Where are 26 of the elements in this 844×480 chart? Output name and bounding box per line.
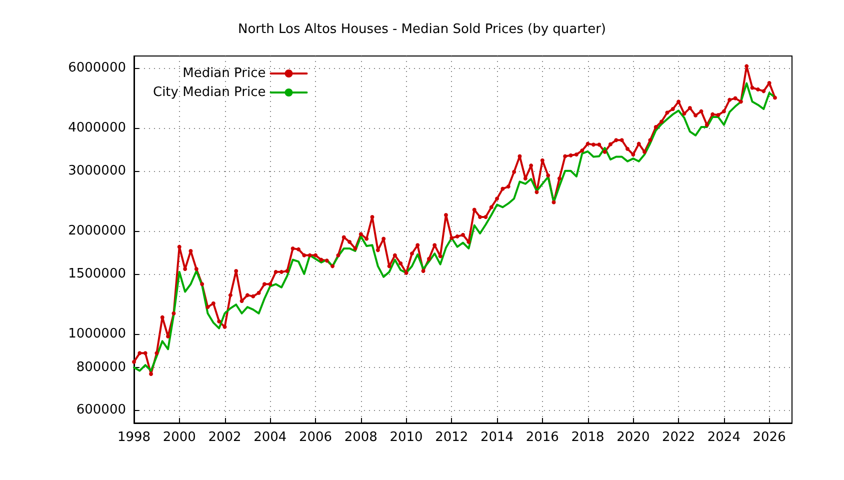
x-tick-label: 2022	[662, 430, 696, 445]
x-tick-label: 2026	[752, 430, 786, 445]
x-tick-label: 2016	[526, 430, 559, 445]
x-tick-label: 2006	[298, 430, 332, 445]
x-tick-label: 2012	[435, 430, 468, 445]
y-tick-label: 1500000	[68, 266, 126, 282]
y-tick-label: 3000000	[68, 163, 126, 178]
x-tick-label: 2024	[707, 430, 740, 445]
x-tick-label: 1998	[117, 430, 151, 445]
x-tick-label: 2014	[480, 430, 514, 445]
x-tick-label: 2008	[344, 430, 378, 445]
x-tick-label: 2004	[254, 430, 287, 445]
y-tick-label: 2000000	[68, 224, 126, 239]
legend-label: City Median Price	[152, 85, 266, 100]
x-tick-label: 2020	[616, 430, 650, 445]
y-tick-label: 4000000	[68, 120, 126, 136]
legend-label: Median Price	[182, 66, 266, 81]
x-tick-label: 2002	[208, 430, 242, 445]
y-tick-label: 1000000	[68, 326, 126, 342]
x-tick-label: 2000	[162, 430, 196, 445]
x-tick-label: 2018	[571, 430, 604, 445]
chart-title: North Los Altos Houses - Median Sold Prices (by quarter)	[238, 22, 606, 37]
y-tick-label: 600000	[76, 402, 126, 418]
y-tick-label: 800000	[76, 360, 126, 375]
y-tick-label: 6000000	[68, 60, 126, 76]
x-tick-label: 2010	[390, 430, 423, 445]
